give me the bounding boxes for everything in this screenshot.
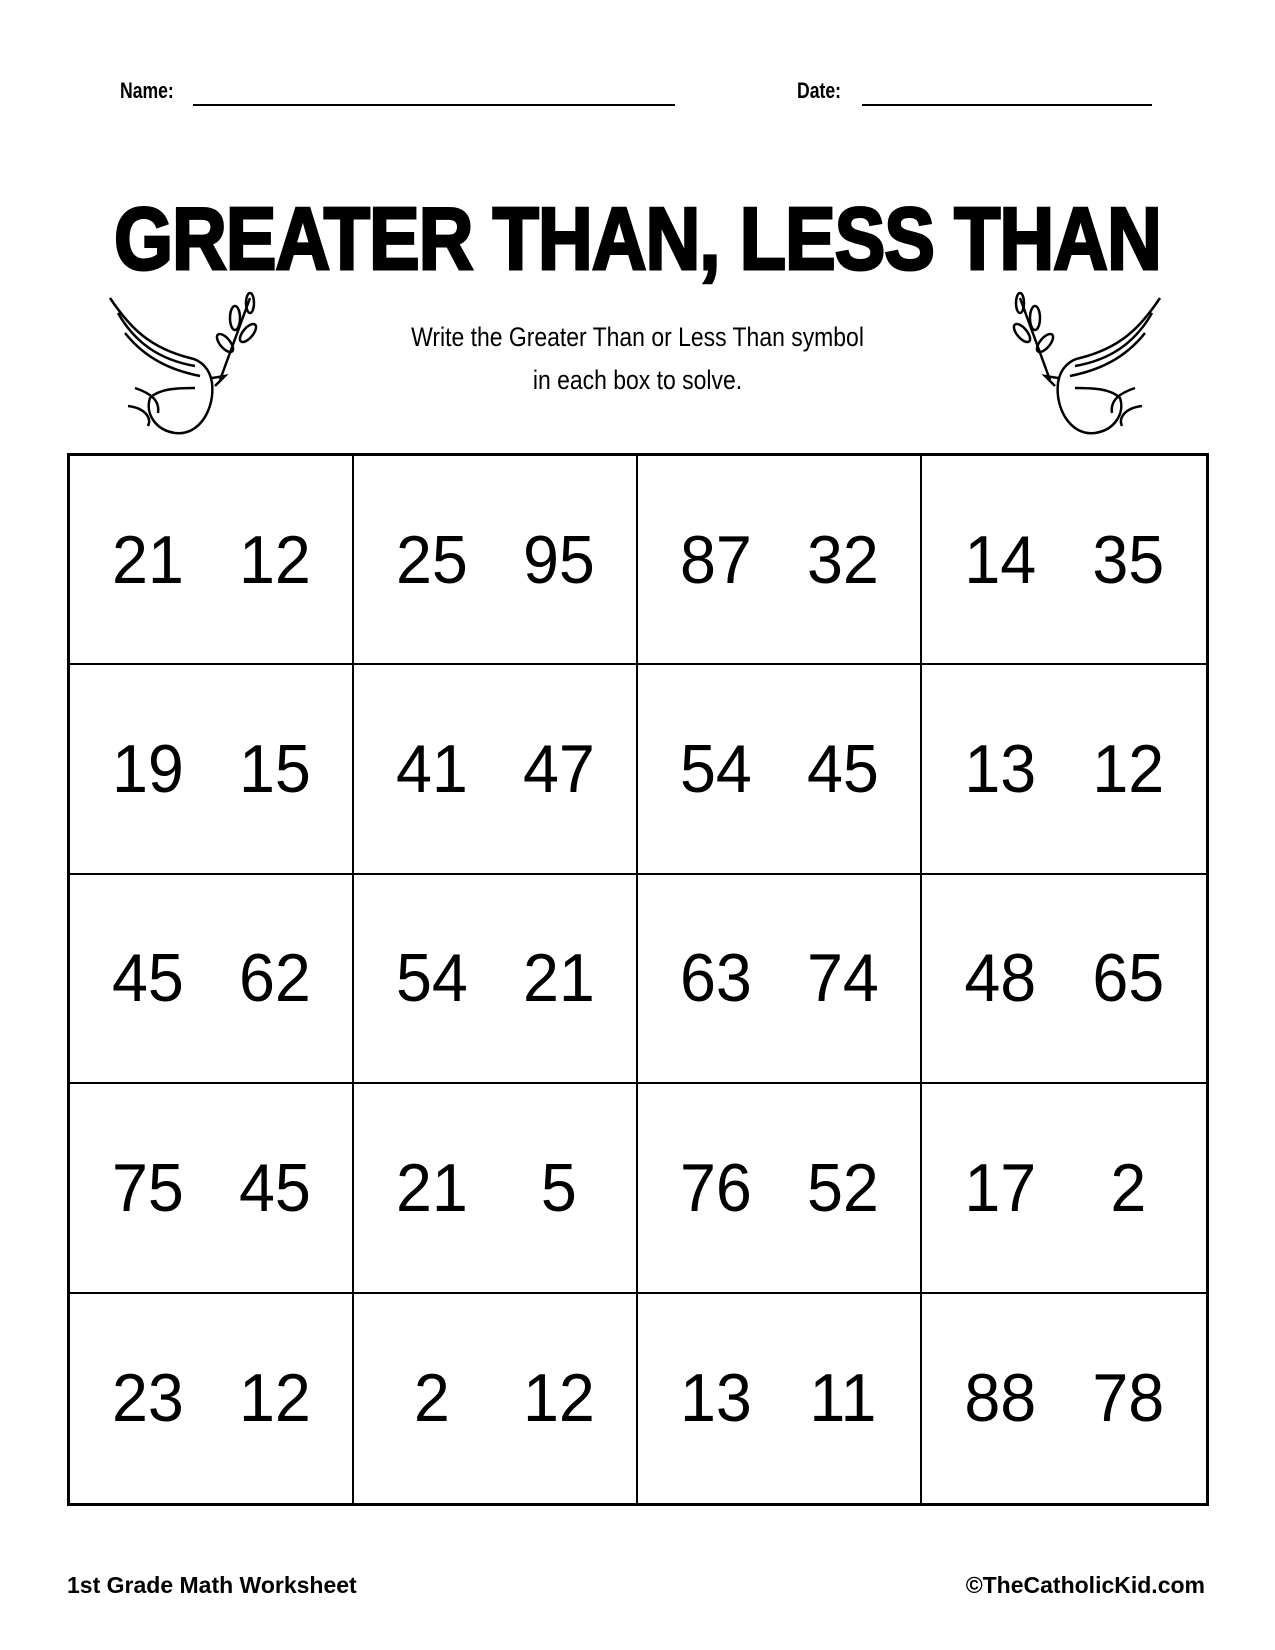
comparison-box[interactable]: 17 2 xyxy=(922,1084,1206,1294)
name-field[interactable] xyxy=(193,104,675,106)
left-number: 48 xyxy=(964,940,1036,1017)
comparison-box[interactable]: 25 95 xyxy=(354,456,638,666)
right-number: 74 xyxy=(806,940,879,1017)
comparison-box[interactable]: 48 65 xyxy=(922,875,1206,1085)
comparison-box[interactable]: 2 12 xyxy=(354,1293,638,1503)
comparison-box[interactable]: 41 47 xyxy=(354,665,638,875)
comparison-box[interactable]: 21 5 xyxy=(354,1084,638,1294)
left-number: 23 xyxy=(111,1360,184,1437)
right-number: 15 xyxy=(238,731,311,808)
right-number: 21 xyxy=(522,940,595,1017)
left-number: 41 xyxy=(395,731,468,808)
left-number: 75 xyxy=(111,1149,184,1226)
right-number: 78 xyxy=(1092,1360,1164,1437)
right-number: 12 xyxy=(238,521,311,598)
left-number: 2 xyxy=(413,1360,450,1437)
left-number: 21 xyxy=(111,521,184,598)
date-label: Date: xyxy=(797,78,842,103)
comparison-box[interactable]: 76 52 xyxy=(638,1084,922,1294)
right-number: 52 xyxy=(806,1149,879,1226)
comparison-box[interactable]: 45 62 xyxy=(70,874,354,1085)
left-number: 21 xyxy=(395,1149,468,1226)
comparison-box[interactable]: 63 74 xyxy=(638,874,922,1085)
left-number: 14 xyxy=(964,521,1036,598)
instruction-line-1: Write the Greater Than or Less Than symb… xyxy=(411,322,864,352)
right-number: 65 xyxy=(1092,940,1164,1017)
right-number: 11 xyxy=(808,1360,877,1437)
comparison-box[interactable]: 13 12 xyxy=(922,665,1206,875)
right-number: 45 xyxy=(806,731,879,808)
left-number: 19 xyxy=(111,731,184,808)
right-number: 12 xyxy=(238,1360,311,1437)
comparison-box[interactable]: 19 15 xyxy=(70,665,354,875)
date-field[interactable] xyxy=(862,104,1152,106)
comparison-box[interactable]: 21 12 xyxy=(70,456,354,666)
comparison-grid: 21 12 25 95 87 32 14 35 19 15 41 47 54 45 13 12 45 62 54 21… xyxy=(67,453,1209,1506)
left-number: 54 xyxy=(679,731,752,808)
right-number: 2 xyxy=(1110,1149,1146,1226)
left-number: 45 xyxy=(111,940,184,1017)
left-number: 25 xyxy=(395,521,468,598)
left-number: 88 xyxy=(964,1360,1036,1437)
left-number: 13 xyxy=(679,1360,752,1437)
comparison-box[interactable]: 54 21 xyxy=(354,874,638,1085)
right-number: 35 xyxy=(1092,521,1164,598)
comparison-box[interactable]: 88 78 xyxy=(922,1294,1206,1503)
right-number: 12 xyxy=(522,1360,595,1437)
right-number: 32 xyxy=(806,521,879,598)
dove-with-olive-branch-icon xyxy=(1012,291,1162,435)
left-number: 63 xyxy=(679,940,752,1017)
left-number: 76 xyxy=(679,1149,752,1226)
left-number: 87 xyxy=(679,521,752,598)
right-number: 62 xyxy=(238,940,311,1017)
right-number: 12 xyxy=(1092,731,1164,808)
comparison-box[interactable]: 54 45 xyxy=(638,665,922,875)
right-number: 5 xyxy=(540,1149,577,1226)
footer-grade-label: 1st Grade Math Worksheet xyxy=(67,1572,357,1598)
page-title: GREATER THAN, LESS THAN xyxy=(113,188,1163,290)
dove-with-olive-branch-icon xyxy=(108,291,258,435)
right-number: 47 xyxy=(522,731,595,808)
comparison-box[interactable]: 87 32 xyxy=(638,456,922,666)
left-number: 13 xyxy=(964,731,1036,808)
left-number: 54 xyxy=(395,940,468,1017)
right-number: 95 xyxy=(522,521,595,598)
footer-copyright: ©TheCatholicKid.com xyxy=(965,1572,1205,1598)
comparison-box[interactable]: 13 11 xyxy=(638,1293,922,1503)
comparison-box[interactable]: 14 35 xyxy=(922,456,1206,666)
name-label: Name: xyxy=(120,78,174,103)
comparison-box[interactable]: 23 12 xyxy=(70,1293,354,1503)
instruction-line-2: in each box to solve. xyxy=(532,365,743,395)
right-number: 45 xyxy=(238,1149,311,1226)
left-number: 17 xyxy=(964,1149,1036,1226)
comparison-box[interactable]: 75 45 xyxy=(70,1084,354,1294)
